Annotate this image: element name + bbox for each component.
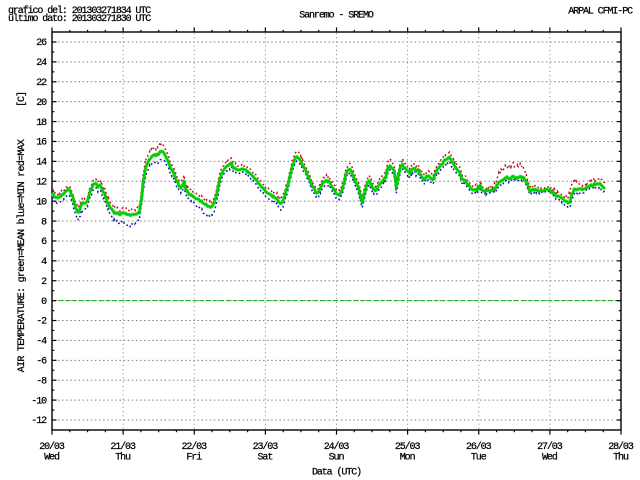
svg-text:AIR TEMPERATURE: green=MEAN b: AIR TEMPERATURE: green=MEAN blue=MIN red… <box>16 139 28 372</box>
svg-text:Tue: Tue <box>471 453 487 464</box>
svg-text:Data (UTC): Data (UTC) <box>312 467 361 479</box>
svg-text:26/03: 26/03 <box>466 441 492 453</box>
svg-text:Thu: Thu <box>613 452 629 464</box>
svg-text:6: 6 <box>41 237 47 248</box>
svg-text:10: 10 <box>36 197 47 208</box>
svg-text:Wed: Wed <box>44 452 60 464</box>
svg-text:Fri: Fri <box>186 452 202 464</box>
svg-text:20: 20 <box>36 98 47 109</box>
svg-text:20/03: 20/03 <box>39 441 65 453</box>
svg-text:Thu: Thu <box>115 452 131 464</box>
svg-text:Sat: Sat <box>258 453 273 464</box>
svg-text:24: 24 <box>36 58 47 69</box>
svg-text:18: 18 <box>36 118 47 129</box>
svg-text:0: 0 <box>41 297 47 308</box>
svg-text:8: 8 <box>41 217 47 228</box>
svg-text:25/03: 25/03 <box>395 441 421 453</box>
svg-text:Wed: Wed <box>542 452 558 464</box>
svg-text:27/03: 27/03 <box>537 441 563 453</box>
svg-text:12: 12 <box>36 177 47 188</box>
svg-text:ultimo dato: 201303271830 UTC: ultimo dato: 201303271830 UTC <box>8 13 151 25</box>
svg-text:-6: -6 <box>36 357 47 368</box>
svg-text:-8: -8 <box>36 376 47 387</box>
svg-text:22/03: 22/03 <box>181 441 207 453</box>
svg-text:Sanremo - SREMO: Sanremo - SREMO <box>299 11 374 22</box>
svg-text:[C]: [C] <box>16 92 28 107</box>
svg-text:22: 22 <box>36 78 47 89</box>
svg-text:16: 16 <box>36 138 47 149</box>
svg-text:2: 2 <box>41 277 47 288</box>
svg-text:28/03: 28/03 <box>608 441 634 453</box>
svg-text:-4: -4 <box>36 337 47 348</box>
svg-text:-12: -12 <box>31 416 47 427</box>
svg-text:Sun: Sun <box>329 453 345 464</box>
svg-text:ARPAL CFMI-PC: ARPAL CFMI-PC <box>568 7 633 18</box>
svg-text:-2: -2 <box>36 317 47 328</box>
svg-text:23/03: 23/03 <box>253 441 279 453</box>
svg-text:Mon: Mon <box>400 453 416 464</box>
svg-text:4: 4 <box>41 257 47 268</box>
svg-text:grafico del: 201303271834 UTC: grafico del: 201303271834 UTC <box>8 5 151 17</box>
svg-text:14: 14 <box>36 158 47 169</box>
svg-text:-10: -10 <box>31 396 47 407</box>
svg-text:21/03: 21/03 <box>110 441 136 453</box>
svg-text:26: 26 <box>36 38 47 49</box>
svg-text:24/03: 24/03 <box>324 441 350 453</box>
